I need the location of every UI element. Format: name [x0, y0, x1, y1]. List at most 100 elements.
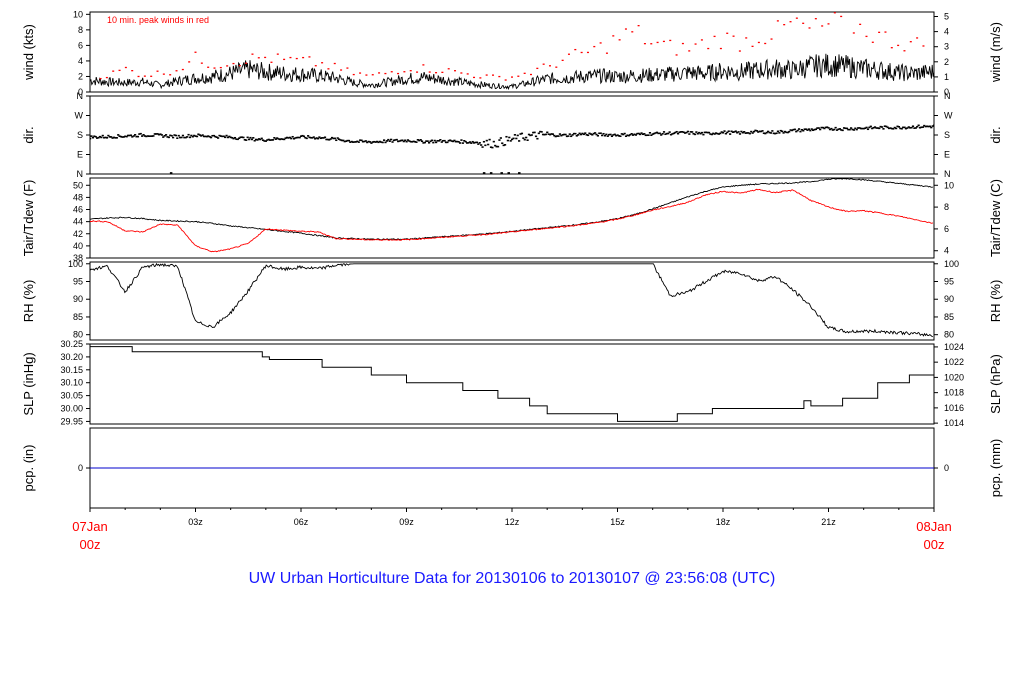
dir-right-tick-label: N: [944, 91, 951, 101]
dir-mark: [807, 128, 811, 130]
slp-series-group: [90, 346, 934, 422]
dir-mark: [608, 133, 611, 136]
dir-mark: [762, 132, 765, 135]
dir-mark: [349, 141, 352, 143]
dir-mark: [443, 139, 446, 142]
dir-mark: [757, 131, 760, 133]
dir-mark: [373, 140, 376, 143]
wind-peak-mark: [770, 38, 773, 40]
wind-peak-mark: [574, 48, 577, 51]
dir-mark: [117, 134, 120, 136]
wind-peak-mark: [909, 41, 912, 43]
dir-mark: [581, 132, 584, 135]
dir-mark: [917, 124, 920, 127]
wind-peak-mark: [732, 35, 735, 37]
x-tick-label: 06z: [294, 517, 309, 527]
dir-mark: [131, 136, 134, 138]
dir-mark: [128, 134, 131, 137]
dir-mark: [772, 132, 775, 135]
dir-mark: [546, 131, 549, 134]
dir-mark: [233, 136, 237, 139]
dir-mark: [717, 133, 720, 135]
dir-mark: [878, 127, 881, 130]
wind-peak-mark: [118, 69, 121, 72]
dir-mark: [537, 132, 540, 135]
dir-mark: [124, 135, 127, 138]
dir-mark: [589, 133, 592, 135]
dir-mark: [162, 136, 165, 138]
wind-peak-mark: [669, 39, 672, 42]
wind-peak-mark: [276, 53, 279, 55]
wind-peak-mark: [460, 72, 463, 74]
pcp-left-label: pcp. (in): [21, 445, 36, 492]
dir-mark: [544, 133, 547, 136]
wind-peak-mark: [264, 56, 267, 59]
dir-mark: [620, 133, 623, 135]
dir-mark: [691, 131, 694, 133]
dir-mark: [904, 127, 908, 130]
dir-mark: [930, 126, 933, 129]
dir-mark: [378, 140, 381, 143]
dir-mark: [413, 140, 417, 143]
wind-peak-mark: [447, 68, 450, 70]
dir-mark: [395, 138, 398, 141]
dir-mark: [397, 140, 400, 143]
wind-peak-mark: [295, 57, 298, 60]
dir-mark: [554, 135, 557, 138]
wind-peak-mark: [694, 43, 697, 45]
wind-peak-mark: [586, 51, 589, 54]
dir-mark: [100, 136, 103, 139]
dir-mark: [782, 132, 785, 134]
dir-mark: [592, 132, 595, 135]
dir-mark: [764, 132, 767, 135]
slp-right-tick-label: 1020: [944, 372, 964, 382]
dir-mark: [672, 132, 675, 135]
dir-mark: [343, 140, 346, 143]
wind-peak-mark: [143, 75, 146, 77]
dir-mark: [392, 139, 396, 142]
dir-mark: [214, 135, 217, 138]
dir-mark: [325, 138, 328, 141]
wind-peak-mark: [650, 43, 653, 45]
dir-mark: [601, 134, 604, 137]
dir-mark: [297, 136, 300, 139]
wind-peak-mark: [675, 54, 678, 56]
dir-mark: [572, 132, 576, 135]
dir-right-tick-label: W: [944, 111, 953, 121]
wind-peak-mark: [422, 64, 425, 66]
dir-mark: [480, 144, 483, 146]
dir-mark: [315, 137, 318, 139]
wind-peak-mark: [827, 23, 830, 25]
dir-mark: [186, 136, 189, 138]
dir-mark: [371, 141, 374, 143]
dir-mark: [254, 138, 258, 141]
dir-mark: [831, 129, 834, 131]
dir-mark: [509, 140, 512, 142]
dir-mark: [485, 139, 488, 142]
dir-mark: [685, 131, 688, 134]
dir-mark: [465, 142, 469, 144]
rh-left-tick-label: 85: [73, 312, 83, 322]
dir-mark: [500, 172, 503, 174]
dir-mark: [447, 139, 450, 142]
dir-mark: [402, 140, 405, 143]
dir-right-tick-label: E: [944, 150, 950, 160]
wind-peak-mark: [340, 69, 343, 71]
dir-mark: [188, 136, 192, 139]
dir-mark: [767, 130, 770, 133]
wind-peak-mark: [226, 65, 229, 67]
dir-mark: [470, 142, 473, 144]
dir-mark: [446, 141, 449, 144]
dir-mark: [201, 134, 204, 136]
dir-mark: [769, 132, 773, 134]
dir-mark: [187, 133, 190, 136]
dir-mark: [518, 140, 521, 142]
dir-mark: [702, 133, 705, 136]
rh-left-tick-label: 95: [73, 277, 83, 287]
dir-mark: [852, 129, 856, 131]
wind-series-mean: [90, 53, 934, 91]
dir-mark: [308, 136, 311, 139]
dir-mark: [356, 140, 359, 143]
dir-mark: [141, 135, 144, 137]
